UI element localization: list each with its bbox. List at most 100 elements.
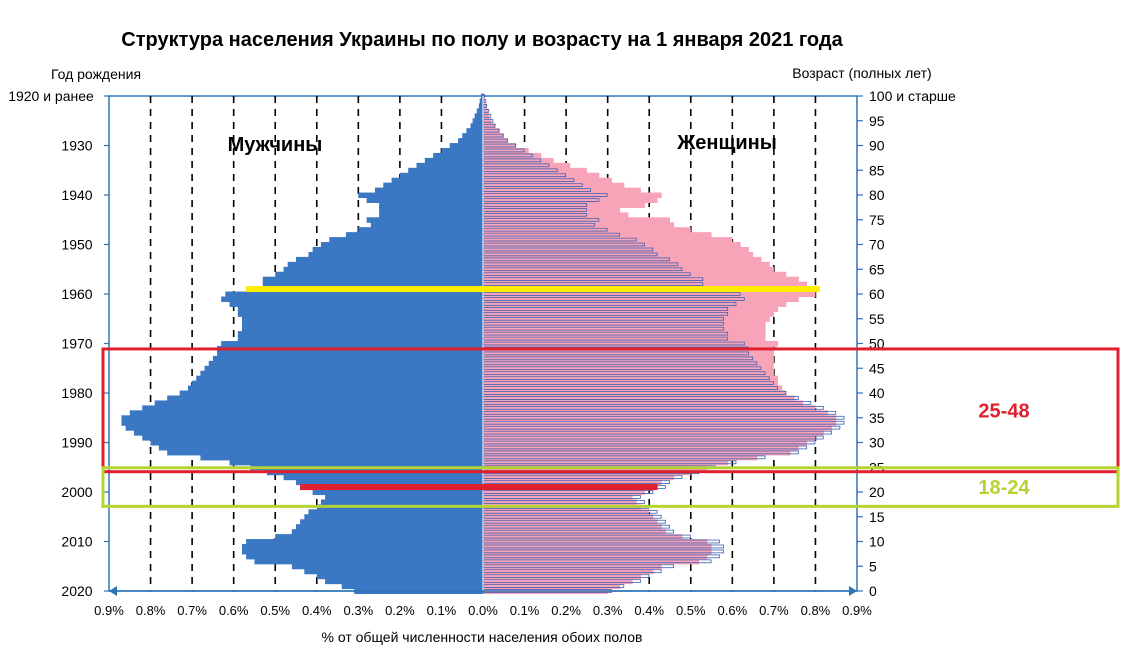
x-axis-label: % от общей численности населения обоих п… [322,629,643,645]
male-bar [474,113,483,119]
x-tick-label: 0.6% [219,603,249,618]
female-bar [483,311,774,317]
female-bar [483,534,683,540]
female-bar [483,152,542,159]
x-tick-label: 0.9% [842,603,872,618]
male-bar [370,222,483,228]
female-bar [483,440,808,446]
x-tick-label: 0.3% [344,603,374,618]
x-tick-label: 0.2% [551,603,581,618]
female-bar [483,162,571,169]
male-bar [200,454,483,461]
year-tick-label: 1990 [61,435,92,451]
male-bar [217,350,484,357]
male-bar [449,143,483,149]
male-bar [424,157,483,164]
year-tick-label: 2020 [61,583,92,599]
female-bar [483,380,779,387]
year-tick-label: 1950 [61,237,92,253]
female-bar [483,331,766,337]
female-bar [483,350,774,357]
x-tick-label: 0.4% [634,603,664,618]
age-tick-label: 65 [869,261,885,277]
female-bar [483,400,803,406]
male-bar [241,321,483,327]
male-bar [150,440,484,446]
male-bar [374,187,483,194]
age-tick-label: 85 [869,162,885,178]
male-bar [316,573,483,580]
male-bar [154,400,483,406]
age-bands: 25-48 18-24 [101,347,1120,508]
age-tick-label: 15 [869,509,885,525]
male-bar [325,578,483,585]
age-tick-label: 70 [869,237,885,253]
female-bar [483,548,712,555]
year-tick-label: 1970 [61,336,92,352]
male-bar [379,207,483,213]
male-bar [142,405,483,411]
male-bar [129,410,483,416]
male-bar [221,341,483,347]
female-bar [483,291,816,298]
x-tick-label: 0.1% [427,603,457,618]
age-tick-label: 90 [869,138,885,154]
female-bar [483,182,625,189]
female-bar [483,563,662,570]
male-bar [379,202,483,208]
female-bar [483,474,675,481]
female-bar [483,430,824,436]
plot-area [108,93,858,595]
female-bar [483,271,787,278]
female-bar [483,113,490,119]
male-bar [121,420,483,426]
age-tick-label: 40 [869,385,885,401]
male-bar [472,118,483,124]
x-axis-arrow-right-icon [849,586,857,596]
age-tick-label: 45 [869,360,885,376]
male-bar [212,355,483,362]
age-tick-label: 75 [869,212,885,228]
female-bar [483,479,662,486]
male-bar [458,138,483,144]
male-bar [275,271,483,278]
female-bar [483,276,799,283]
age-band-box [101,466,1120,508]
female-bar [483,157,554,164]
male-bar [167,395,483,402]
female-bar [483,202,646,208]
female-bar [483,227,691,233]
male-bar [121,415,483,421]
year-tick-label: 2000 [61,484,92,500]
female-bar [483,281,808,288]
male-bar [262,281,483,288]
male-bar [167,449,483,456]
male-bar [308,251,483,258]
female-bar [483,147,529,154]
female-bar [483,187,641,194]
female-bar [483,420,837,426]
age-tick-label: 0 [869,583,877,599]
x-tick-label: 0.0% [468,603,498,618]
male-bar [296,256,483,263]
female-bar [483,251,754,258]
male-bar [300,519,483,525]
year-tick-label: 2010 [61,534,92,550]
male-bar [441,147,483,154]
female-bar [483,246,749,253]
male-bar [433,152,483,159]
female-bar [483,553,708,560]
female-bar [483,395,795,402]
age-tick-label: 60 [869,286,885,302]
x-tick-label: 0.2% [385,603,415,618]
female-bar [483,578,633,585]
female-bar [483,509,650,515]
female-bar [483,242,741,248]
male-bar [225,291,483,298]
x-axis: 0.9% 0.8% 0.7% 0.6% 0.5% 0.4% 0.3% 0.2% 0.1% 0.0%… [94,586,872,618]
female-bar [483,499,637,505]
female-bar [483,336,766,342]
male-bar [391,177,483,184]
highlight-lines [246,286,820,491]
female-bar [483,237,733,243]
